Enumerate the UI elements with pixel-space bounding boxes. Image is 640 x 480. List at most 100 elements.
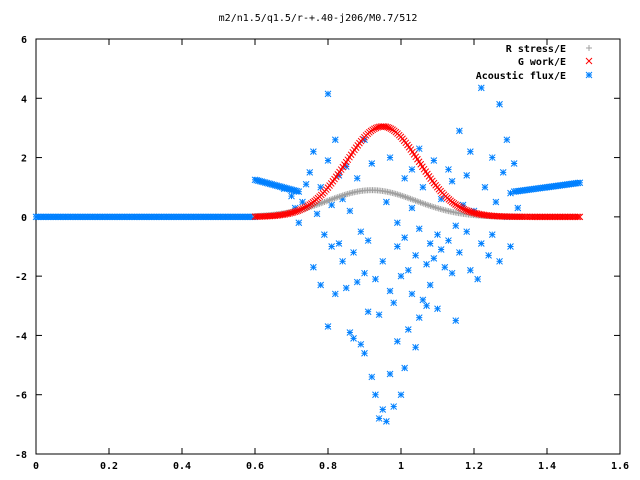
acoustic-flux-point	[430, 255, 438, 262]
acoustic-flux-point	[448, 177, 456, 185]
acoustic-flux-point	[306, 169, 314, 176]
y-tick-label: 6	[21, 35, 27, 46]
acoustic-flux-point	[474, 275, 482, 283]
acoustic-flux-point	[419, 183, 427, 191]
acoustic-flux-point	[576, 179, 584, 187]
legend-label: G work/E	[518, 57, 566, 68]
x-tick-label: 1	[398, 461, 404, 472]
acoustic-flux-point	[379, 406, 387, 413]
acoustic-flux-point	[507, 243, 514, 250]
acoustic-flux-point	[496, 257, 503, 265]
acoustic-flux-point	[408, 290, 416, 298]
acoustic-flux-point	[415, 145, 423, 153]
acoustic-flux-point	[386, 287, 394, 295]
acoustic-flux-point	[441, 263, 449, 271]
acoustic-flux-point	[415, 225, 423, 233]
acoustic-flux-point	[488, 231, 496, 238]
acoustic-flux-point	[456, 249, 463, 256]
acoustic-flux-point	[324, 90, 332, 98]
g-work-point	[299, 205, 307, 212]
acoustic-flux-point	[353, 174, 361, 182]
acoustic-flux-point	[499, 169, 507, 176]
acoustic-flux-point	[310, 148, 317, 155]
acoustic-flux-point	[288, 192, 295, 200]
acoustic-flux-point	[357, 228, 365, 236]
acoustic-flux-point	[295, 188, 303, 196]
y-tick-label: 4	[21, 94, 27, 105]
y-tick-label: -6	[15, 391, 27, 402]
acoustic-flux-point	[393, 338, 401, 345]
acoustic-flux-point	[375, 415, 383, 422]
x-tick-label: 0.4	[173, 461, 191, 472]
acoustic-flux-point	[383, 198, 390, 206]
acoustic-flux-point	[510, 160, 518, 167]
g-work-point	[385, 124, 393, 132]
acoustic-flux-point	[310, 263, 317, 271]
acoustic-flux-point	[364, 308, 372, 316]
acoustic-flux-point	[386, 154, 394, 161]
acoustic-flux-point	[434, 231, 441, 238]
acoustic-flux-point	[361, 269, 368, 277]
acoustic-flux-point	[372, 391, 379, 399]
acoustic-flux-point	[412, 343, 419, 351]
acoustic-flux-point	[346, 207, 354, 215]
g-work-point	[458, 205, 466, 212]
acoustic-flux-point	[434, 305, 441, 313]
g-work-point	[460, 205, 468, 213]
x-tick-label: 0.2	[100, 461, 118, 472]
g-work-point	[576, 213, 584, 221]
acoustic-flux-point	[328, 243, 336, 250]
acoustic-flux-point	[331, 290, 339, 298]
acoustic-flux-point	[419, 296, 427, 304]
y-tick-label: -2	[15, 272, 27, 283]
legend-marker	[586, 45, 592, 51]
acoustic-flux-point	[445, 237, 452, 244]
acoustic-flux-point	[313, 210, 321, 218]
acoustic-flux-point	[397, 391, 405, 399]
acoustic-flux-point	[452, 222, 460, 230]
legend: R stress/E G work/E Acoustic flux/E	[476, 44, 593, 82]
acoustic-flux-point	[317, 281, 325, 289]
y-tick-label: 0	[21, 213, 27, 224]
g-work-point	[455, 203, 463, 210]
acoustic-flux-point	[488, 154, 496, 161]
acoustic-flux-point	[463, 172, 471, 179]
acoustic-flux-point	[437, 246, 445, 253]
acoustic-flux-point	[423, 302, 430, 310]
legend-label: R stress/E	[506, 44, 566, 55]
acoustic-flux-point	[386, 370, 394, 378]
acoustic-flux-point	[357, 340, 365, 348]
acoustic-flux-point	[507, 189, 514, 197]
acoustic-flux-point	[485, 252, 492, 259]
acoustic-flux-point	[514, 204, 522, 212]
acoustic-flux-point	[372, 275, 379, 283]
acoustic-flux-point	[379, 257, 387, 265]
g-work-point	[574, 213, 582, 221]
acoustic-flux-point	[339, 257, 346, 265]
acoustic-flux-point	[477, 240, 485, 247]
acoustic-flux-point	[452, 317, 460, 324]
acoustic-flux-point	[390, 299, 398, 307]
acoustic-flux-point	[383, 418, 390, 425]
acoustic-flux-point	[426, 281, 434, 289]
acoustic-flux-point	[466, 148, 474, 155]
x-tick-label: 0.8	[319, 461, 337, 472]
g-work-point	[296, 206, 304, 214]
g-work-point	[301, 204, 309, 212]
x-tick-label: 1.6	[611, 461, 629, 472]
g-work-point	[457, 204, 464, 211]
acoustic-flux-point	[426, 240, 434, 247]
acoustic-flux-point	[361, 349, 368, 357]
acoustic-flux-point	[368, 373, 376, 381]
acoustic-flux-point	[302, 180, 310, 188]
legend-label: Acoustic flux/E	[476, 70, 566, 82]
acoustic-flux-point	[430, 157, 438, 164]
acoustic-flux-point	[393, 219, 401, 227]
acoustic-flux-point	[477, 84, 485, 92]
x-tick-label: 0.6	[246, 461, 264, 472]
acoustic-flux-point	[353, 278, 361, 286]
acoustic-flux-point	[481, 183, 489, 191]
axis-ticks: 0 0.2 0.4 0.6 0.8 1 1.2 1.4 1.6 -8 -6 -4 -2 0 2 4 6	[15, 35, 629, 472]
acoustic-flux-point	[404, 266, 412, 274]
